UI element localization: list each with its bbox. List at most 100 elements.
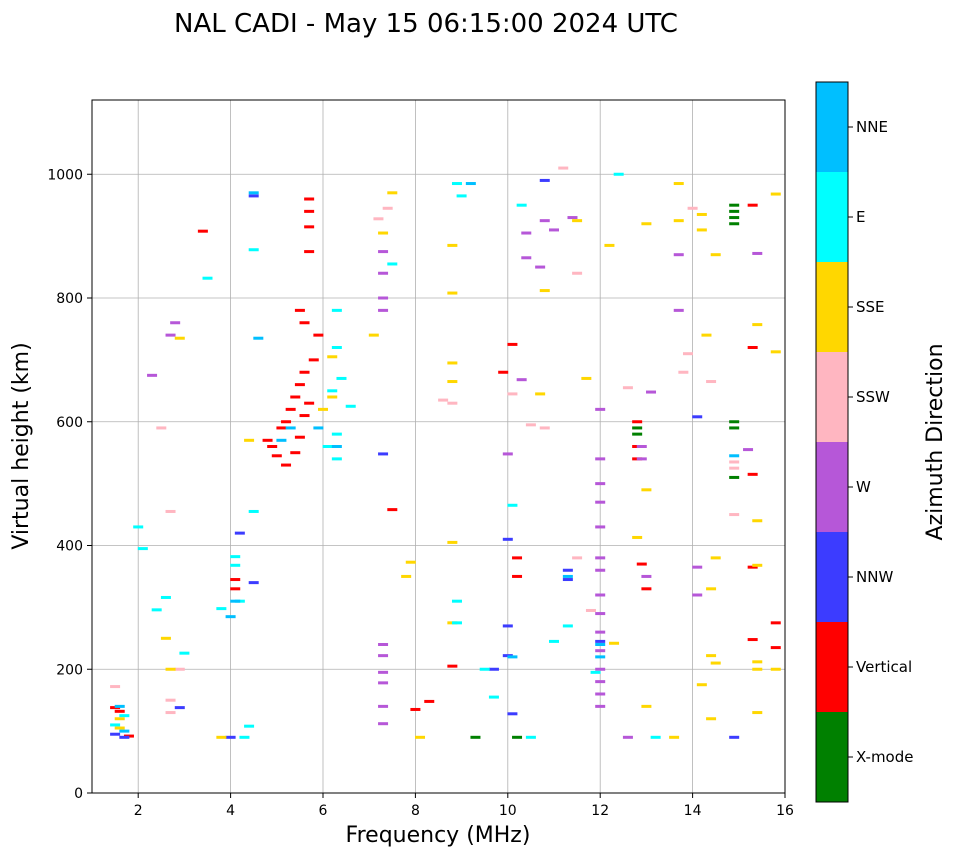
data-point (179, 651, 190, 655)
data-point (447, 664, 458, 668)
data-point (507, 655, 518, 659)
data-point (595, 457, 606, 461)
grid (92, 100, 786, 794)
data-point (378, 308, 389, 312)
data-point (368, 333, 379, 337)
data-point (729, 420, 740, 424)
data-point (230, 587, 241, 591)
data-point (294, 435, 305, 439)
data-point (549, 228, 559, 232)
data-point (234, 531, 245, 535)
data-point (729, 466, 740, 470)
data-point (313, 333, 324, 337)
data-point (373, 217, 384, 221)
data-point (401, 574, 412, 578)
colorbar-frame (815, 81, 849, 803)
data-point (673, 182, 684, 186)
data-point (502, 452, 513, 456)
data-point (415, 735, 426, 739)
data-point (498, 370, 509, 374)
data-point (641, 574, 652, 578)
data-point (239, 735, 250, 739)
data-point (447, 361, 458, 365)
data-point (147, 373, 158, 377)
data-point (114, 717, 125, 721)
data-point (646, 390, 657, 394)
data-point (230, 578, 241, 582)
data-point (729, 460, 740, 464)
data-point (331, 445, 342, 448)
data-point (378, 681, 389, 685)
data-point (752, 323, 763, 327)
data-point (281, 463, 292, 467)
data-point (225, 735, 236, 739)
data-point (752, 563, 763, 567)
colorbar-label: Azimuth Direction (923, 343, 948, 540)
data-point (525, 423, 536, 427)
data-point (641, 488, 652, 492)
data-point (641, 587, 652, 591)
data-point (447, 540, 458, 544)
colorbar-segment (816, 532, 848, 622)
data-point (622, 386, 633, 390)
data-point (752, 519, 763, 523)
data-point (678, 370, 689, 374)
x-tick-label: 4 (226, 803, 235, 819)
colorbar-segment (816, 622, 848, 712)
data-point (248, 194, 259, 198)
data-point (641, 222, 652, 226)
data-point (673, 219, 684, 223)
data-point (729, 203, 740, 207)
data-point (743, 448, 754, 452)
data-point (747, 472, 758, 476)
data-point (447, 291, 458, 295)
data-point (595, 568, 606, 572)
data-point (507, 392, 518, 396)
data-point (729, 513, 740, 517)
data-point (160, 636, 171, 640)
data-point (447, 243, 458, 247)
data-point (114, 709, 125, 713)
data-point (696, 683, 707, 687)
data-point (114, 726, 125, 730)
data-point (595, 639, 606, 643)
x-tick-label: 10 (499, 803, 517, 819)
data-point (770, 621, 781, 625)
data-point (516, 203, 527, 207)
data-point (304, 209, 315, 213)
data-point (706, 380, 717, 384)
data-point (378, 670, 389, 674)
data-point (572, 219, 583, 223)
data-point (174, 667, 185, 671)
data-point (331, 346, 342, 349)
data-point (465, 182, 476, 186)
data-point (562, 624, 573, 628)
data-point (378, 271, 389, 275)
data-point (747, 638, 758, 642)
data-point (387, 262, 398, 266)
data-point (248, 509, 259, 513)
data-point (304, 197, 315, 201)
data-point (378, 654, 389, 658)
data-point (613, 172, 624, 176)
data-point (331, 457, 342, 461)
data-point (276, 426, 287, 430)
colorbar-segment (816, 262, 848, 352)
data-point (752, 667, 763, 671)
colorbar-tick-label: SSE (856, 298, 885, 316)
chart-title: NAL CADI - May 15 06:15:00 2024 UTC (174, 9, 678, 39)
plot-frame (91, 99, 786, 794)
data-points (110, 166, 781, 739)
y-tick-label: 1000 (47, 167, 83, 183)
data-point (673, 253, 684, 257)
data-point (673, 308, 684, 312)
data-point (438, 398, 449, 402)
data-point (318, 407, 328, 411)
data-point (512, 735, 523, 739)
data-point (294, 383, 305, 387)
data-point (512, 556, 523, 560)
data-point (331, 432, 342, 436)
data-point (752, 251, 763, 255)
data-point (502, 624, 513, 628)
